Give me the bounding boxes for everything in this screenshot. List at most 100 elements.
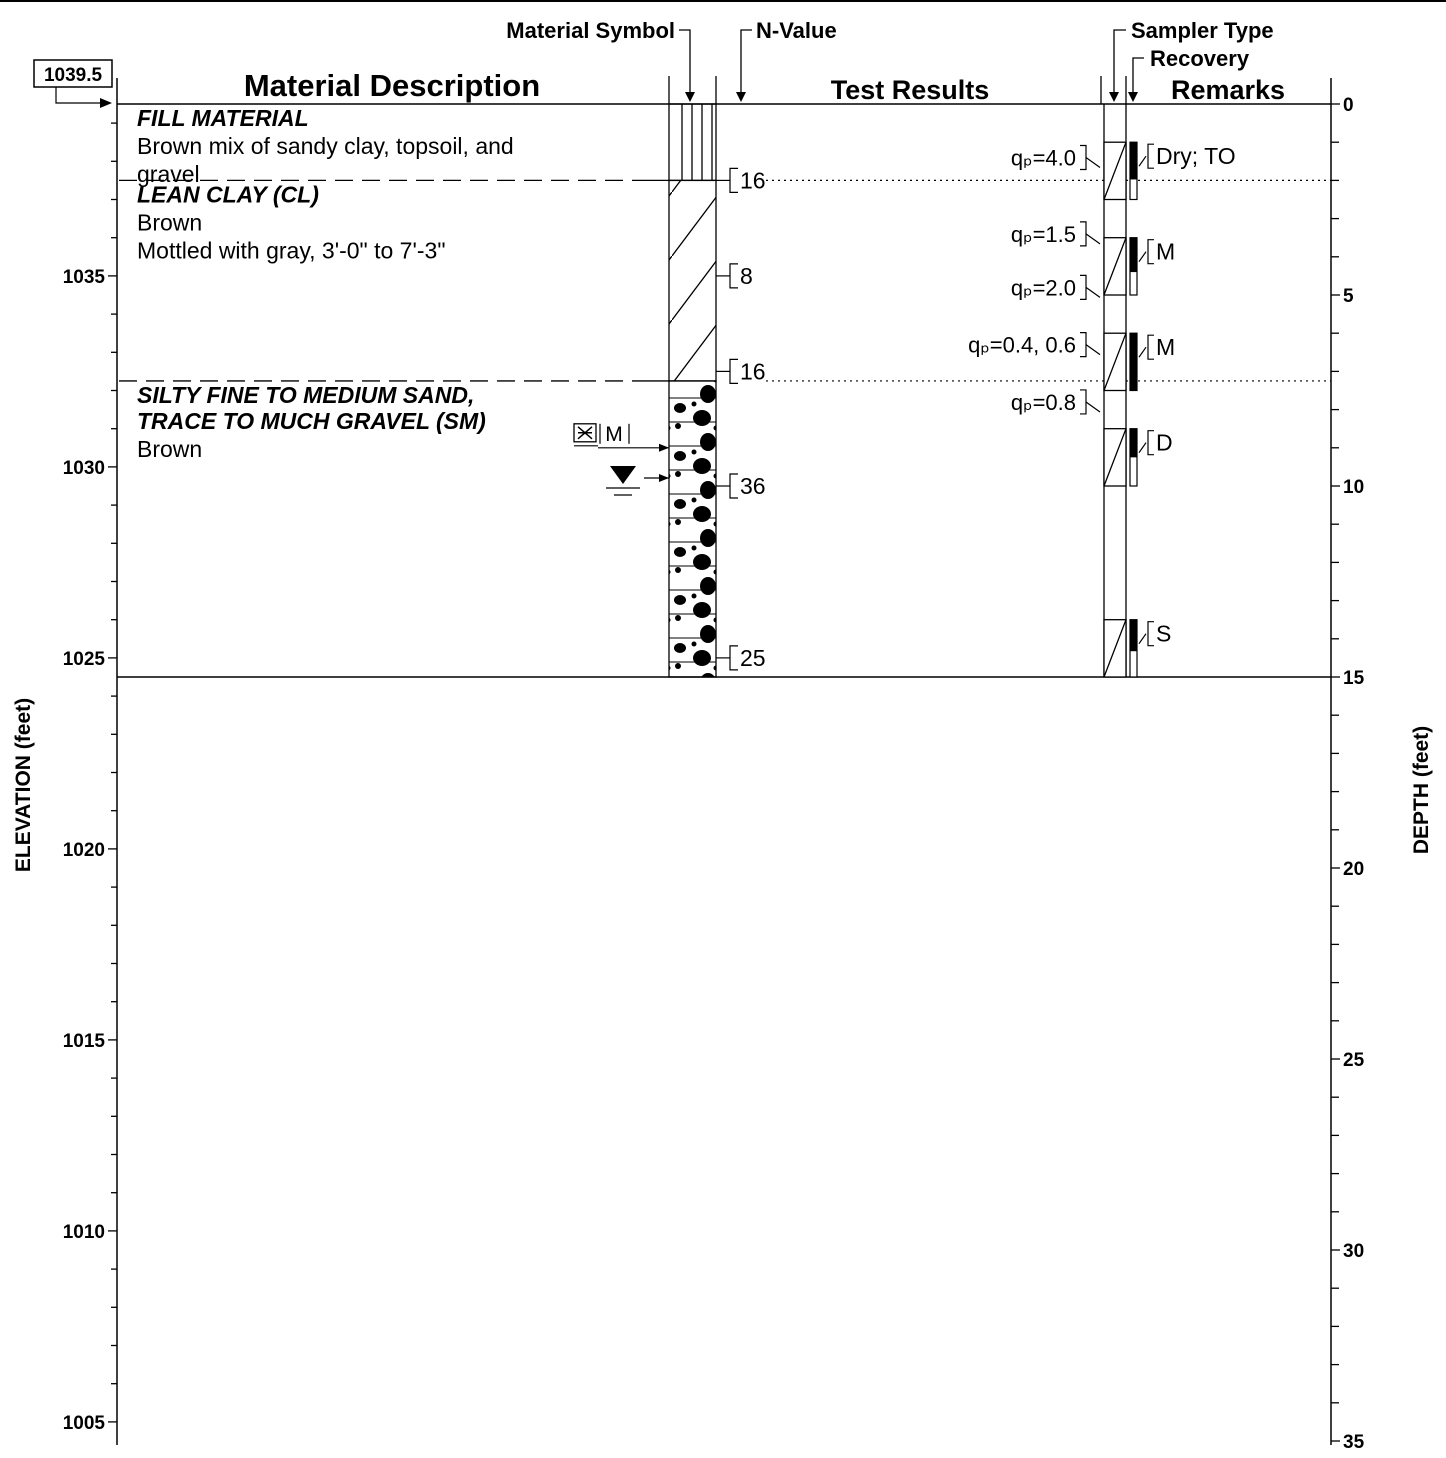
material-symbol-column: [668, 103, 717, 678]
sample-diagonal: [1103, 141, 1127, 200]
n-value-bracket: [729, 263, 738, 289]
elevation-tick-label: 1030: [63, 458, 105, 479]
sample-diagonal: [1103, 428, 1127, 487]
depth-tick-label: 35: [1343, 1432, 1365, 1453]
arrow-head-icon: [1128, 92, 1138, 102]
elevation-tick-label: 1015: [63, 1031, 106, 1052]
water-level-markers: M: [573, 423, 669, 496]
remark-leader: [1138, 633, 1147, 645]
surface-elevation-box: [33, 59, 113, 88]
n-value-label: 36: [740, 473, 766, 499]
stratum-description-line: Brown mix of sandy clay, topsoil, and: [137, 133, 514, 159]
stratum-symbol-fill-pattern: [668, 103, 717, 182]
n-value-label: 25: [740, 645, 766, 671]
header-test-results: Test Results: [831, 75, 990, 105]
recovery-bar-fill: [1130, 142, 1137, 180]
header-material-description: Material Description: [244, 68, 540, 103]
stratum-description-line: Mottled with gray, 3'-0" to 7'-3": [137, 237, 445, 263]
remark-leader: [1138, 155, 1147, 167]
n-value-label: 16: [740, 167, 766, 193]
stratum-description-line: Brown: [137, 209, 202, 235]
arrow-head-icon: [100, 98, 112, 108]
n-value-label: 8: [740, 263, 753, 289]
header-remarks: Remarks: [1171, 75, 1285, 105]
header-material-symbol: Material Symbol: [506, 18, 675, 43]
stratum-symbol-gravelly-sand-pattern: [668, 380, 717, 678]
remark-leader: [1138, 251, 1147, 263]
remark-leader: [1138, 442, 1147, 454]
arrow-head-icon: [1109, 92, 1119, 102]
stratum-name-cont: TRACE TO MUCH GRAVEL (SM): [137, 408, 486, 434]
test-result-bracket: [1080, 221, 1087, 247]
n-value-bracket: [729, 167, 738, 193]
sample-remark: Dry; TO: [1156, 143, 1236, 169]
n-value-bracket: [729, 473, 738, 499]
recovery-bar-fill: [1130, 428, 1137, 458]
recovery-bar-fill: [1130, 237, 1137, 273]
test-result-label: qₚ=2.0: [1011, 275, 1076, 300]
elevation-tick-label: 1035: [63, 267, 106, 288]
remark-bracket: [1147, 621, 1154, 647]
stratum-name: SILTY FINE TO MEDIUM SAND,: [137, 382, 474, 408]
stratum-name: FILL MATERIAL: [137, 105, 309, 131]
header-sampler-type: Sampler Type: [1131, 18, 1274, 43]
remark-bracket: [1147, 239, 1154, 265]
sample-diagonal: [1103, 332, 1127, 391]
depth-tick-label: 10: [1343, 477, 1364, 498]
test-result-leader: [1085, 401, 1101, 413]
depth-tick-label: 5: [1343, 286, 1354, 307]
surface-elevation-value: 1039.5: [44, 65, 103, 86]
test-result-label: qₚ=0.4, 0.6: [968, 333, 1076, 358]
stratum-description-line: Brown: [137, 436, 202, 462]
sample-remark: D: [1156, 430, 1173, 456]
test-result-leader: [1085, 344, 1101, 356]
sample-remark: M: [1156, 334, 1175, 360]
arrow-head-icon: [736, 92, 746, 102]
sample-diagonal: [1103, 619, 1127, 678]
elevation-tick-label: 1005: [63, 1413, 106, 1434]
recovery-bar-fill: [1130, 619, 1137, 652]
test-result-bracket: [1080, 332, 1087, 358]
depth-axis-title: DEPTH (feet): [1410, 726, 1433, 854]
n-value-bracket: [729, 645, 738, 671]
sample-diagonal: [1103, 237, 1127, 296]
test-result-bracket: [1080, 389, 1087, 415]
remark-bracket: [1147, 143, 1154, 169]
arrow-head-icon: [685, 92, 695, 102]
header-recovery: Recovery: [1150, 46, 1250, 71]
depth-tick-label: 15: [1343, 668, 1365, 689]
remark-bracket: [1147, 430, 1154, 456]
test-result-label: qₚ=4.0: [1011, 145, 1076, 170]
depth-tick-label: 0: [1343, 95, 1354, 116]
depth-tick-label: 20: [1343, 859, 1364, 880]
arrow-n-value: [740, 29, 752, 98]
elevation-axis-title: ELEVATION (feet): [12, 698, 35, 872]
stratum-description-line: gravel: [137, 161, 200, 187]
depth-tick-label: 25: [1343, 1050, 1365, 1071]
sample-remark: M: [1156, 239, 1175, 265]
elevation-tick-label: 1025: [63, 649, 106, 670]
remark-bracket: [1147, 334, 1154, 360]
stratum-symbol-clay-hatch-pattern: [668, 179, 717, 382]
test-result-bracket: [1080, 144, 1087, 171]
n-values: 16 8 16 36 25: [716, 167, 1331, 671]
sample-remark: S: [1156, 621, 1171, 647]
test-result-label: qₚ=0.8: [1011, 390, 1076, 415]
test-result-leader: [1085, 156, 1101, 168]
recovery-bar-fill: [1130, 333, 1137, 391]
arrow-recovery: [1132, 57, 1144, 98]
test-result-bracket: [1080, 274, 1087, 300]
stratum-name: LEAN CLAY (CL): [137, 181, 319, 207]
elevation-tick-label: 1010: [63, 1222, 105, 1243]
elevation-tick-label: 1020: [63, 840, 105, 861]
measured-water-label: M: [605, 423, 623, 446]
test-result-leader: [1085, 233, 1101, 245]
measured-water-symbol-icon: [577, 426, 593, 440]
arrow-head-icon: [659, 474, 669, 482]
groundwater-level-icon: [610, 466, 636, 484]
arrow-head-icon: [659, 443, 669, 452]
header-n-value: N-Value: [756, 18, 837, 43]
test-result-leader: [1085, 286, 1101, 298]
